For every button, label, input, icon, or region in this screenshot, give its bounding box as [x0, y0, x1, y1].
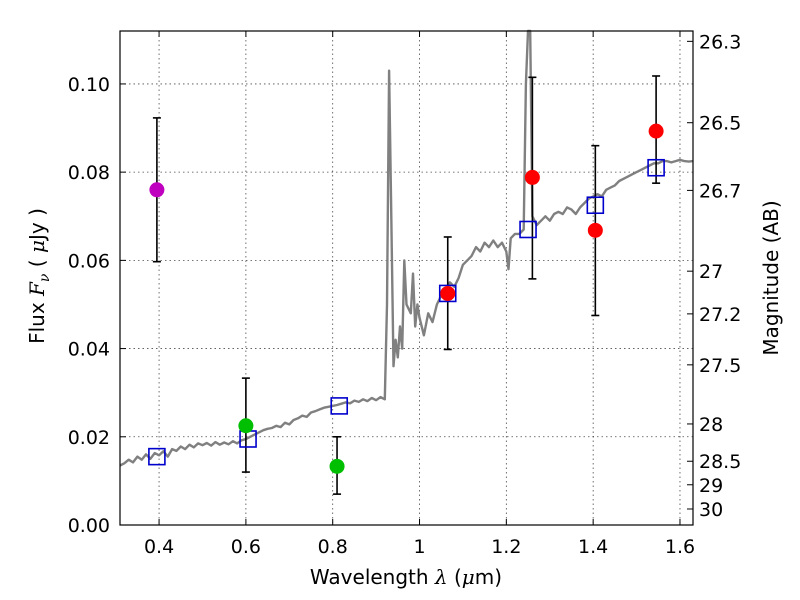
magnitude-tick-label: 26.5: [699, 113, 741, 135]
magnitude-tick-label: 28: [699, 414, 723, 436]
x-tick-label: 1: [413, 536, 425, 558]
observed-point-green: [329, 458, 345, 474]
grid: [120, 31, 693, 526]
y-tick-label: 0.08: [68, 162, 110, 184]
y-tick-label: 0.00: [68, 515, 110, 537]
y-tick-label: 0.04: [68, 339, 110, 361]
magnitude-axis-title: Magnitude (AB): [759, 200, 783, 355]
magnitude-tick-label: 29: [699, 475, 723, 497]
plot-frame: [119, 30, 694, 526]
axis-ticks: [120, 31, 693, 526]
observed-point-red: [440, 285, 456, 301]
observed-point-green: [238, 418, 254, 434]
magnitude-tick-label: 27.2: [699, 304, 741, 326]
flux-symbol: F: [25, 281, 49, 297]
observed-point-purple: [149, 182, 165, 198]
model-point-square: [519, 220, 537, 239]
magnitude-tick-label: 26.3: [699, 31, 741, 53]
magnitude-tick-label: 27: [699, 261, 723, 283]
x-axis-title: Wavelength λ (μm): [310, 565, 502, 589]
x-tick-label: 0.8: [318, 536, 348, 558]
model-photometry-series: [148, 158, 665, 466]
observed-point-red: [648, 123, 664, 139]
magnitude-tick-label: 27.5: [699, 355, 741, 377]
y-tick-labels: 0.00 0.02 0.04 0.06 0.08 0.10: [68, 74, 110, 537]
x-tick-label: 1.4: [578, 536, 608, 558]
x-tick-label: 1.2: [491, 536, 521, 558]
magnitude-tick-label: 30: [699, 499, 723, 521]
model-spectrum-line: [119, 29, 694, 467]
y-tick-label: 0.10: [68, 74, 110, 96]
y-tick-label: 0.02: [68, 427, 110, 449]
y-axis-title: Flux Fν ( μJy ): [25, 208, 53, 344]
y-tick-label: 0.06: [68, 250, 110, 272]
magnitude-tick-label: 26.7: [699, 180, 741, 202]
model-point-square: [586, 196, 605, 215]
x-tick-labels: 0.4 0.6 0.8 1 1.2 1.4 1.6: [144, 536, 695, 558]
x-tick-label: 0.4: [144, 536, 174, 558]
model-point-square: [330, 397, 349, 415]
observed-photometry-series: [149, 123, 664, 474]
x-tick-label: 0.6: [231, 536, 261, 558]
observed-point-red: [524, 169, 540, 185]
model-point-square: [438, 284, 457, 303]
model-point-square: [647, 158, 665, 177]
lambda-symbol: λ: [434, 565, 448, 589]
x-tick-label: 1.6: [665, 536, 695, 558]
model-point-square: [148, 447, 166, 466]
observed-point-red: [587, 222, 603, 238]
spectrum-series: [119, 29, 694, 467]
magnitude-tick-label: 28.5: [699, 451, 741, 473]
